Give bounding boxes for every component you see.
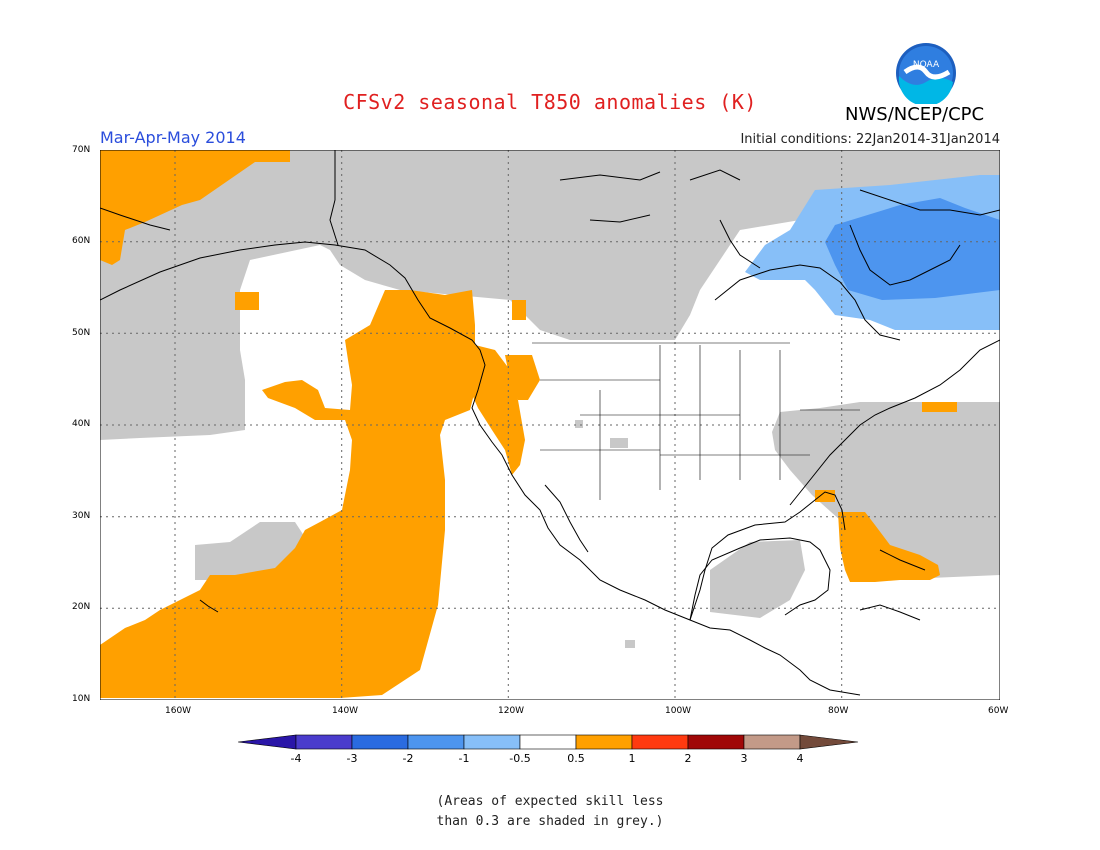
colorbar-tick-label: 0.5 xyxy=(567,752,585,765)
lon-label-80w: 80W xyxy=(828,706,849,716)
colorbar-tick-label: -2 xyxy=(402,752,414,765)
colorbar-segment xyxy=(463,734,521,750)
lon-label-140w: 140W xyxy=(332,706,359,716)
colorbar-segment xyxy=(407,734,465,750)
colorbar-tick-label: 3 xyxy=(740,752,748,765)
colorbar-tick-label: 4 xyxy=(796,752,804,765)
lat-label-40n: 40N xyxy=(72,419,91,429)
skill-footnote: (Areas of expected skill less than 0.3 a… xyxy=(0,792,1100,832)
agency-label: NWS/NCEP/CPC xyxy=(845,104,985,125)
lon-label-100w: 100W xyxy=(665,706,692,716)
map-title: CFSv2 seasonal T850 anomalies (K) xyxy=(343,90,757,114)
color-bar-labels: -4 -3 -2 -1 -0.5 0.5 1 2 3 4 xyxy=(238,752,862,768)
lat-label-30n: 30N xyxy=(72,511,91,521)
graticule xyxy=(100,150,1000,700)
political-borders xyxy=(532,342,860,500)
colorbar-segment xyxy=(687,734,745,750)
colorbar-segment xyxy=(295,734,353,750)
noaa-logo: NOAA xyxy=(895,42,957,107)
colorbar-segment xyxy=(631,734,689,750)
anomaly-map xyxy=(99,149,1001,701)
footnote-line-1: (Areas of expected skill less xyxy=(436,794,664,809)
colorbar-tick-label: -4 xyxy=(290,752,302,765)
color-bar xyxy=(237,734,862,750)
colorbar-tick-label: 2 xyxy=(684,752,692,765)
colorbar-tick-label: 1 xyxy=(628,752,636,765)
colorbar-low-triangle xyxy=(237,734,297,750)
colorbar-segment xyxy=(351,734,409,750)
colorbar-segment xyxy=(743,734,801,750)
logo-text: NOAA xyxy=(913,60,940,70)
strong-cool-anomaly-region xyxy=(825,198,1000,300)
season-label: Mar-Apr-May 2014 xyxy=(100,128,246,147)
lon-label-60w: 60W xyxy=(988,706,1009,716)
lat-label-10n: 10N xyxy=(72,694,91,704)
warm-anomaly-regions xyxy=(100,150,957,698)
coastlines xyxy=(99,150,1001,696)
lat-label-70n: 70N xyxy=(72,145,91,155)
lat-label-50n: 50N xyxy=(72,328,91,338)
colorbar-segment xyxy=(519,734,577,750)
colorbar-tick-label: -1 xyxy=(458,752,470,765)
initial-conditions-label: Initial conditions: 22Jan2014-31Jan2014 xyxy=(740,132,1000,147)
lat-label-20n: 20N xyxy=(72,602,91,612)
footnote-line-2: than 0.3 are shaded in grey.) xyxy=(436,814,664,829)
colorbar-tick-label: -0.5 xyxy=(509,752,531,765)
lon-label-120w: 120W xyxy=(498,706,525,716)
colorbar-tick-label: -3 xyxy=(346,752,358,765)
lon-label-160w: 160W xyxy=(165,706,192,716)
colorbar-high-triangle xyxy=(799,734,859,750)
colorbar-segment xyxy=(575,734,633,750)
lat-label-60n: 60N xyxy=(72,236,91,246)
